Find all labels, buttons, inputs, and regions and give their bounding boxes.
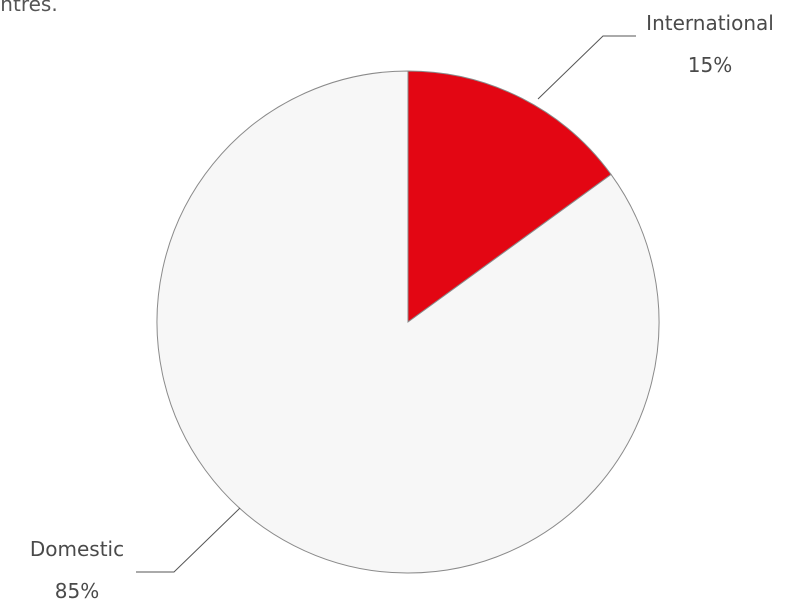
leader-line-international	[537, 35, 636, 100]
slice-label-name: Domestic	[30, 537, 124, 561]
pie-slices	[156, 70, 660, 574]
intro-text-fragment: entres.	[0, 0, 58, 16]
slice-label-name: International	[646, 11, 774, 35]
slice-label-value: 85%	[55, 579, 99, 603]
slice-label-value: 15%	[688, 53, 732, 77]
pie-slice-domestic	[156, 70, 660, 574]
pie-slice-international	[407, 70, 612, 323]
leader-line-domestic	[136, 507, 241, 573]
slice-labels: International 15% Domestic 85%	[30, 11, 774, 603]
leader-lines	[136, 35, 636, 573]
